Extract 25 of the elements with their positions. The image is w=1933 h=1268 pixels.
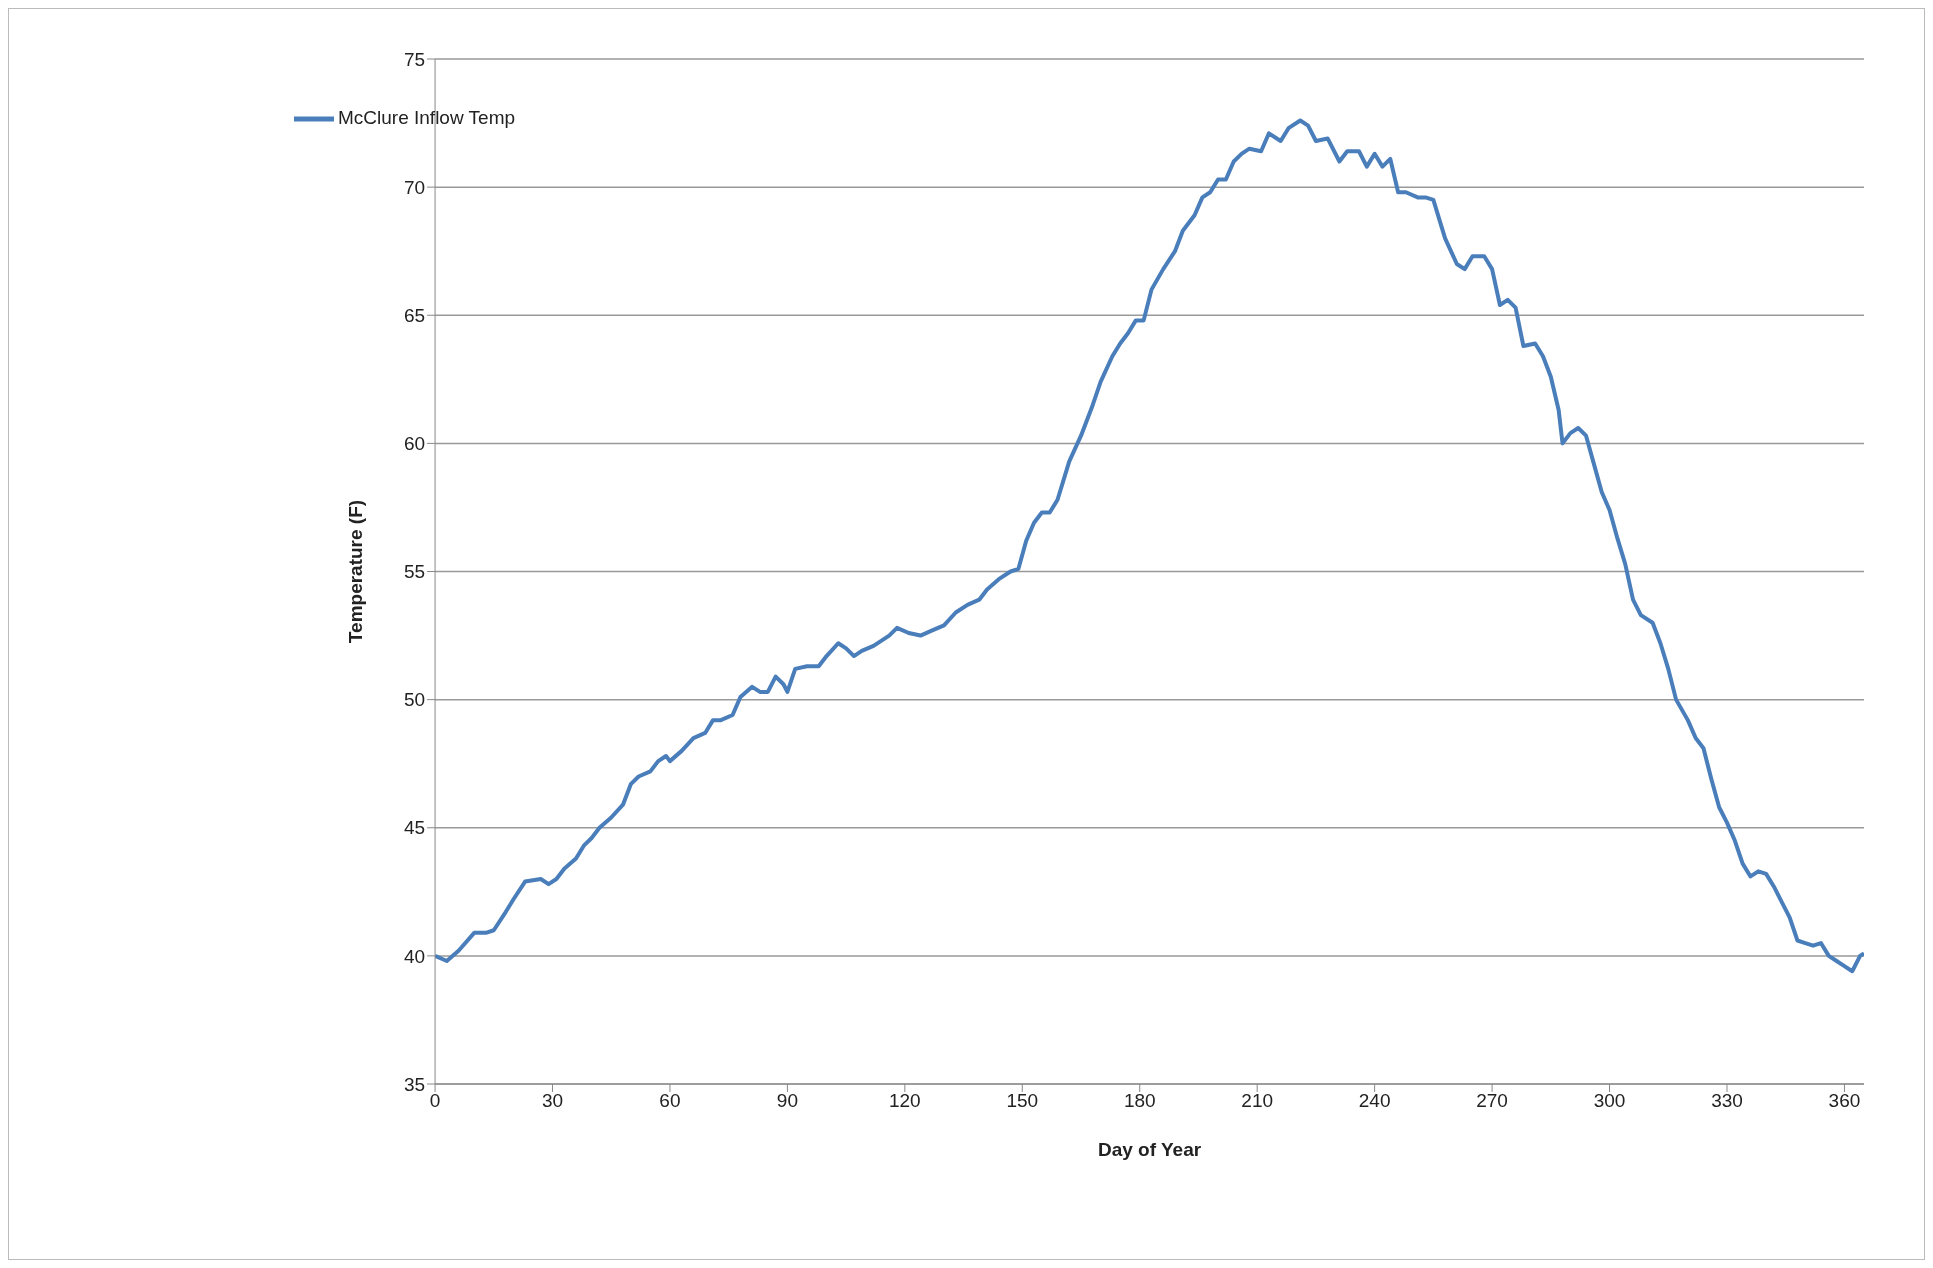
x-tick-label: 180 (1123, 1090, 1156, 1112)
x-tick-label: 60 (659, 1090, 681, 1112)
x-tick-label: 360 (1828, 1090, 1861, 1112)
x-axis-title: Day of Year (1097, 1139, 1202, 1160)
y-tick-label: 35 (403, 1073, 426, 1095)
x-tick-label: 30 (541, 1090, 564, 1112)
x-tick-label: 270 (1476, 1090, 1508, 1112)
y-tick-label: 70 (403, 176, 426, 198)
x-tick-label: 300 (1593, 1090, 1626, 1112)
legend-label: McClure Inflow Temp (338, 107, 516, 129)
x-tick-label: 120 (888, 1090, 921, 1112)
y-tick-label: 50 (403, 689, 426, 711)
x-tick-label: 90 (776, 1090, 798, 1112)
y-tick-label: 60 (403, 433, 426, 455)
y-tick-label: 65 (403, 304, 426, 326)
x-tick-label: 240 (1358, 1090, 1391, 1112)
x-tick-label: 210 (1241, 1090, 1274, 1112)
y-tick-label: 75 (403, 48, 426, 70)
x-tick-label: 0 (429, 1090, 441, 1112)
y-tick-label: 45 (403, 817, 426, 839)
y-tick-label: 55 (403, 561, 426, 583)
x-tick-label: 330 (1711, 1090, 1743, 1112)
y-tick-label: 40 (403, 945, 426, 967)
x-tick-label: 150 (1006, 1090, 1039, 1112)
y-axis-title: Temperature (F) (344, 499, 366, 644)
